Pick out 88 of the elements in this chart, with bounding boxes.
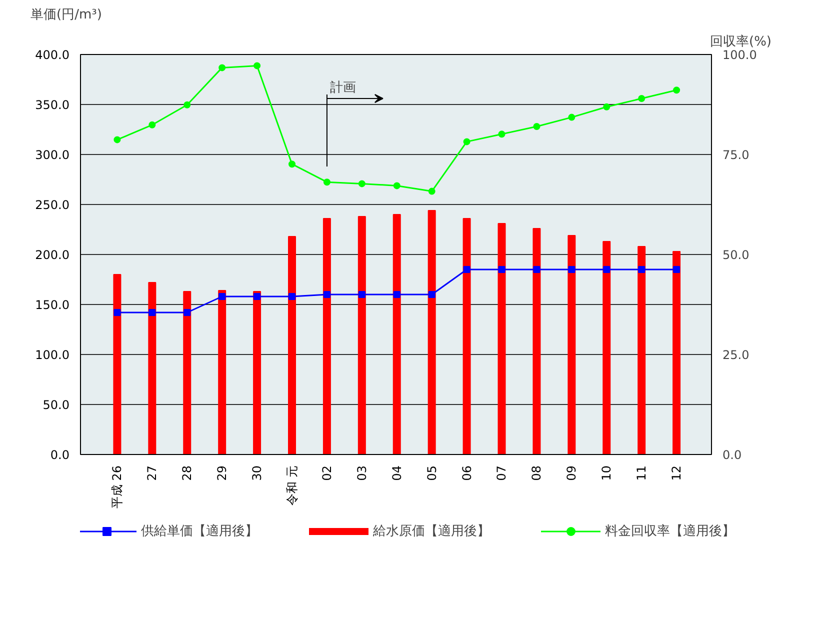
bar xyxy=(183,291,192,454)
bar xyxy=(428,210,436,454)
x-tick-label: 令和 元 xyxy=(285,465,299,506)
point xyxy=(673,266,680,273)
point xyxy=(603,103,610,110)
bar xyxy=(148,282,156,454)
point xyxy=(463,138,470,146)
y-axis-title: 単価(円/m³) xyxy=(30,8,102,22)
point xyxy=(148,309,156,316)
point xyxy=(498,266,506,273)
annotation: 計画 xyxy=(330,80,356,96)
point xyxy=(568,266,576,273)
y2-tick-label: 50.0 xyxy=(722,248,750,262)
x-tick-label: 03 xyxy=(354,465,369,481)
point xyxy=(358,291,366,298)
y-tick-label: 300.0 xyxy=(35,148,70,162)
y-tick-label: 350.0 xyxy=(35,98,70,112)
x-tick-label: 04 xyxy=(390,465,404,481)
bar xyxy=(568,235,576,454)
x-tick-label: 28 xyxy=(180,465,194,481)
x-tick-label: 08 xyxy=(530,465,544,481)
x-tick-label: 30 xyxy=(250,465,264,481)
x-tick-label: 11 xyxy=(634,465,649,481)
point xyxy=(114,309,121,316)
point xyxy=(498,130,506,138)
point xyxy=(603,266,610,273)
bar xyxy=(218,290,226,454)
bar xyxy=(602,241,611,454)
x-tick-label: 平成 26 xyxy=(110,465,124,509)
y-tick-label: 100.0 xyxy=(35,348,70,362)
x-tick-label: 12 xyxy=(670,465,684,481)
point xyxy=(428,188,436,195)
point xyxy=(463,266,470,273)
y-tick-label: 50.0 xyxy=(42,398,70,412)
y2-tick-label: 100.0 xyxy=(722,48,757,62)
bar xyxy=(462,218,471,454)
bar xyxy=(672,251,681,454)
point xyxy=(288,293,296,300)
point xyxy=(673,86,680,94)
point xyxy=(218,293,226,300)
x-tick-label: 07 xyxy=(494,465,509,481)
point xyxy=(254,62,261,70)
bar xyxy=(392,214,401,454)
point xyxy=(323,291,330,298)
y2-axis-title: 回収率(%) xyxy=(710,34,772,50)
point xyxy=(114,136,121,144)
legend-label: 供給単価【適用後】 xyxy=(141,523,258,540)
point xyxy=(358,180,366,188)
point xyxy=(533,123,540,130)
x-tick-label: 06 xyxy=(460,465,474,481)
y-tick-label: 250.0 xyxy=(35,198,70,212)
y2-tick-label: 75.0 xyxy=(722,148,750,162)
point xyxy=(184,101,191,108)
point xyxy=(533,266,540,273)
y-tick-label: 0.0 xyxy=(50,448,70,462)
bar xyxy=(288,236,296,454)
legend-label: 料金回収率【適用後】 xyxy=(605,523,732,540)
y2-tick-label: 25.0 xyxy=(722,348,750,362)
x-tick-label: 27 xyxy=(145,465,160,481)
point xyxy=(148,121,156,128)
point xyxy=(184,309,191,316)
bar xyxy=(532,228,541,454)
x-tick-label: 05 xyxy=(424,465,439,481)
x-tick-label: 29 xyxy=(215,465,230,481)
bar xyxy=(322,218,331,454)
point xyxy=(288,160,296,168)
point xyxy=(638,266,646,273)
bar xyxy=(253,291,262,454)
point xyxy=(393,291,400,298)
bar xyxy=(638,246,646,454)
bar xyxy=(498,223,506,454)
bar xyxy=(113,274,122,454)
x-tick-label: 10 xyxy=(600,465,614,481)
point xyxy=(393,182,400,190)
x-tick-label: 09 xyxy=(564,465,579,481)
bar xyxy=(358,216,366,454)
point xyxy=(568,114,576,121)
point xyxy=(638,95,646,102)
point xyxy=(428,291,436,298)
y2-tick-label: 0.0 xyxy=(722,448,742,462)
legend-label: 給水原価【適用後】 xyxy=(373,523,490,540)
x-tick-label: 02 xyxy=(320,465,334,481)
y-tick-label: 150.0 xyxy=(35,298,70,312)
y-tick-label: 200.0 xyxy=(35,248,70,262)
point xyxy=(218,64,226,72)
point xyxy=(254,293,261,300)
point xyxy=(323,178,330,186)
y-tick-label: 400.0 xyxy=(35,48,70,62)
